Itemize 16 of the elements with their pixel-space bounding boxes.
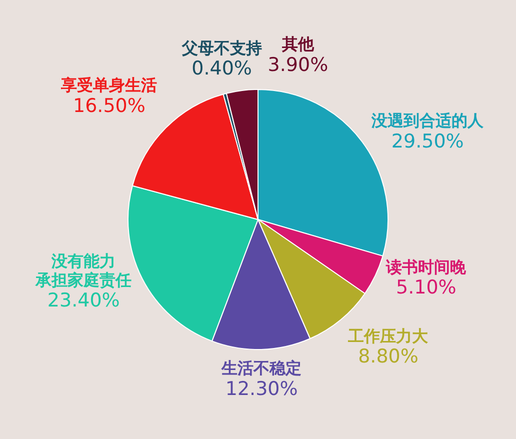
data-label: 12.30% [225, 378, 298, 400]
data-label: 8.80% [358, 346, 418, 368]
slice-label: 没有能力承担家庭责任 [34, 251, 132, 290]
data-label: 29.50% [391, 130, 464, 152]
slice-label: 读书时间晚 [385, 257, 468, 276]
slice-label: 没遇到合适的人 [370, 111, 485, 130]
slice-label: 其他 [280, 34, 315, 54]
slice-label: 生活不稳定 [220, 358, 302, 378]
data-label: 5.10% [396, 276, 456, 299]
data-label: 3.90% [268, 54, 328, 76]
slice-label: 父母不支持 [180, 38, 262, 58]
slice-label: 工作压力大 [347, 326, 430, 346]
slice-label: 享受单身生活 [60, 76, 158, 95]
data-label: 23.40% [47, 290, 120, 312]
data-label: 16.50% [72, 94, 146, 117]
data-label: 0.40% [192, 58, 252, 80]
